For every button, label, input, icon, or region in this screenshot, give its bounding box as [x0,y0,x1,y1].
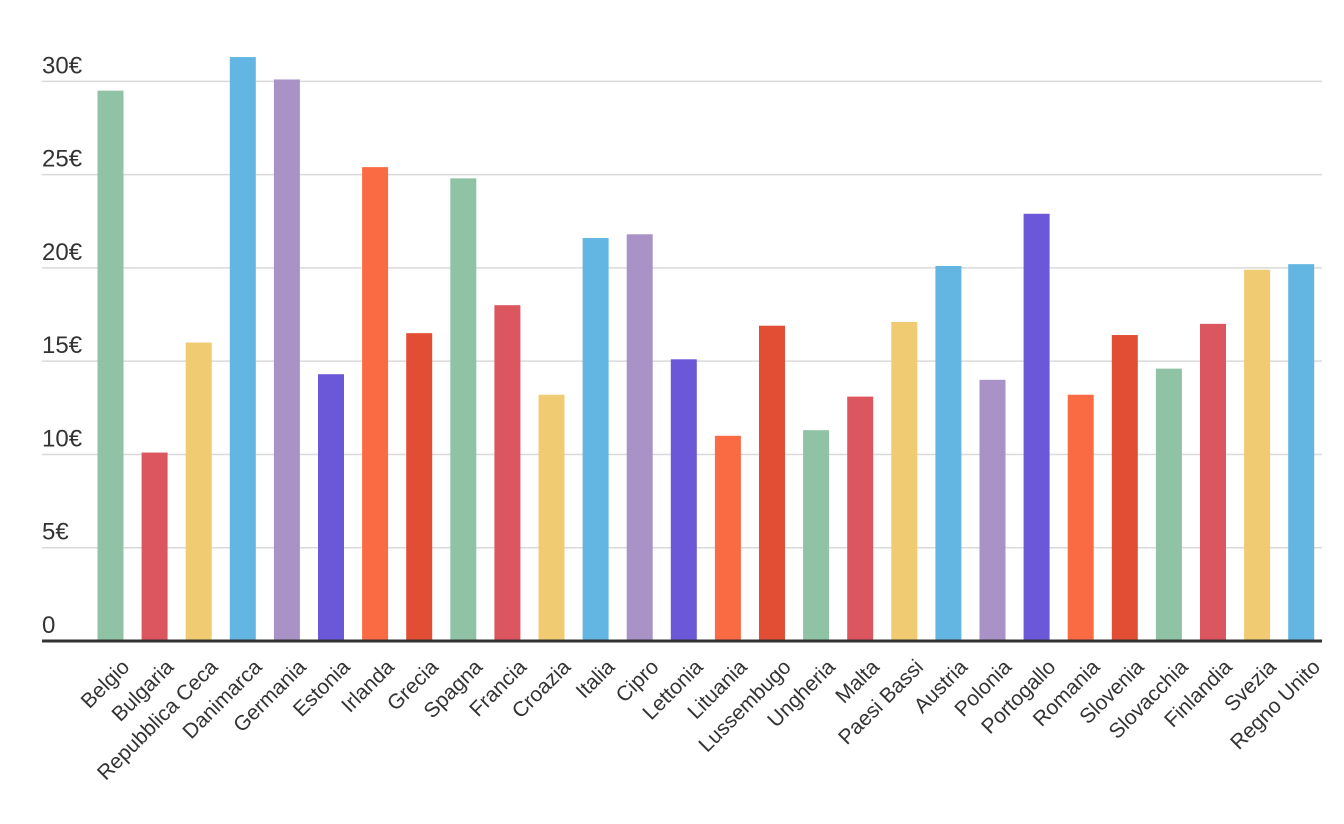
x-tick-label: Italia [572,655,620,703]
bars [97,57,1315,641]
y-tick-labels: 0 5€ 10€ 15€ 20€ 25€ 30€ [42,52,83,639]
bar [141,452,168,641]
bar [935,266,962,641]
y-tick-label: 20€ [42,239,83,266]
bar [1111,335,1138,641]
bar [97,90,124,641]
bar [1067,394,1094,641]
bar [185,342,212,641]
bar [1244,269,1271,641]
bar [1288,264,1315,641]
bar [494,305,521,641]
y-tick-label: 0 [42,612,55,639]
bar [626,234,653,641]
bar [273,79,300,641]
bar [538,394,565,641]
bar [714,435,741,641]
bar [979,379,1006,641]
bar [450,178,477,641]
y-tick-label: 25€ [42,146,83,173]
y-tick-label: 30€ [42,52,83,79]
bar [318,374,344,641]
bar [1023,213,1050,641]
bar [1155,368,1182,641]
bar [670,359,697,641]
bar [759,325,785,641]
y-tick-label: 5€ [42,519,69,546]
bar [1200,323,1226,641]
y-tick-label: 10€ [42,425,83,452]
bar [891,321,918,641]
bar [362,167,389,641]
bar [582,238,609,641]
bar [803,430,830,641]
bar [229,57,256,641]
bar [406,333,433,641]
y-tick-label: 15€ [42,332,83,359]
bar [847,396,874,641]
